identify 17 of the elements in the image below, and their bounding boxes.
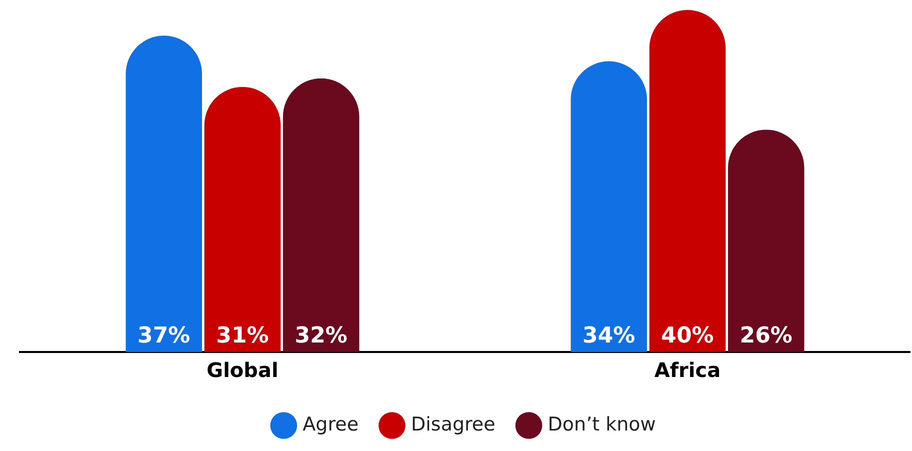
data-label: 32% bbox=[294, 324, 348, 349]
data-label: 40% bbox=[661, 324, 714, 349]
bar bbox=[282, 78, 360, 352]
data-label: 37% bbox=[138, 324, 190, 349]
bar bbox=[204, 86, 281, 352]
bar bbox=[570, 61, 648, 352]
data-label: 26% bbox=[740, 324, 792, 349]
legend-label: Don’t know bbox=[548, 413, 656, 436]
data-label: 34% bbox=[582, 324, 636, 349]
bar bbox=[649, 10, 726, 352]
legend-label: Disagree bbox=[411, 413, 496, 436]
bar bbox=[126, 36, 202, 352]
legend-label: Agree bbox=[302, 413, 359, 436]
x-tick-label: Global bbox=[206, 358, 278, 382]
data-label: 31% bbox=[216, 324, 269, 349]
x-tick-label: Africa bbox=[654, 358, 721, 382]
bar bbox=[728, 130, 804, 352]
